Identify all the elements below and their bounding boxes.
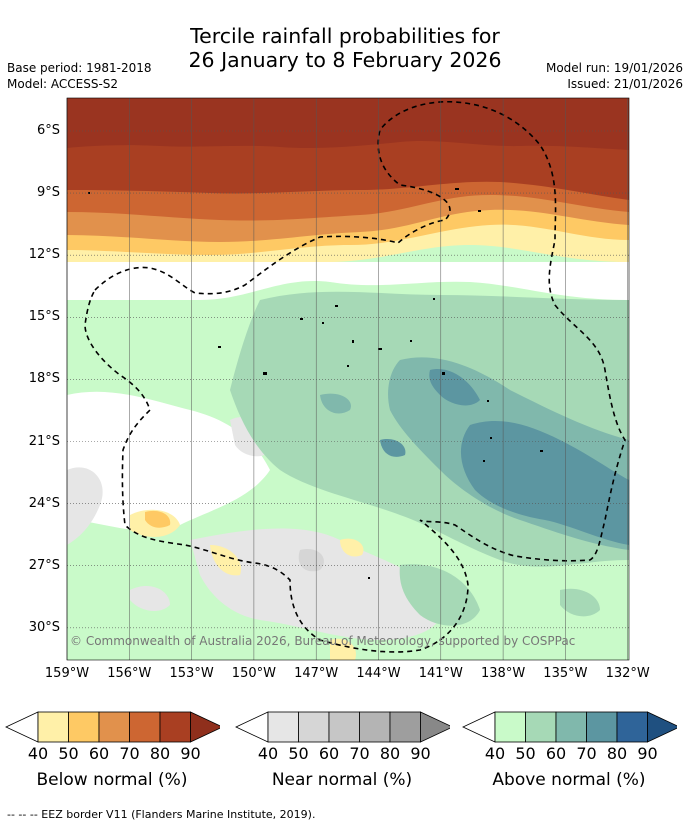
legend-below-normal: 40 50 60 70 80 90 Below normal (%)	[4, 710, 220, 800]
field-below-90	[67, 98, 629, 150]
lon-label: 156°W	[107, 666, 152, 681]
field-above-70-north	[429, 369, 480, 406]
legend-title: Below normal (%)	[36, 770, 188, 790]
legend-tick-label: 50	[58, 744, 79, 763]
legend-color-box	[328, 711, 360, 743]
lat-label: 15°S	[28, 309, 60, 325]
field-below-small-4	[340, 538, 364, 557]
legend-color-box	[267, 711, 299, 743]
lat-label: 18°S	[28, 371, 60, 387]
legend-tick-label: 70	[349, 744, 370, 763]
legend-color-box	[37, 711, 69, 743]
legend-tick-label: 70	[576, 744, 597, 763]
title-line-2: 26 January to 8 February 2026	[188, 48, 502, 72]
legend-tick-label: 80	[379, 744, 401, 763]
legend-tick-label: 40	[27, 744, 49, 763]
field-near-normal-5	[298, 549, 324, 572]
legend-tick-label: 80	[606, 744, 628, 763]
legend-low-extend	[5, 711, 39, 743]
legend-tick-label: 80	[149, 744, 171, 763]
field-below-small-3	[210, 545, 241, 576]
legend-near-normal: 40 50 60 70 80 90 Near normal (%)	[234, 710, 450, 800]
field-above-50-south	[399, 564, 480, 626]
base-period: Base period: 1981-2018	[7, 61, 152, 75]
lat-label: 24°S	[28, 495, 60, 511]
eez-border	[84, 100, 626, 653]
eez-border-note: -- -- -- EEZ border V11 (Flanders Marine…	[7, 808, 316, 821]
meta-left: Base period: 1981-2018 Model: ACCESS-S2	[7, 60, 152, 92]
legend-above-normal: 40 50 60 70 80 90 Above normal (%)	[461, 710, 677, 800]
legend-low-extend	[462, 711, 496, 743]
legend-tick-label: 50	[288, 744, 309, 763]
model-name: Model: ACCESS-S2	[7, 77, 119, 91]
legend-high-extend	[420, 711, 450, 743]
lon-label: 153°W	[169, 666, 214, 681]
legend-tick-label: 60	[318, 744, 340, 763]
legend-color-box	[525, 711, 557, 743]
legend-tick-label: 50	[515, 744, 536, 763]
legend-title: Above normal (%)	[492, 770, 646, 790]
legend-tick-label: 60	[88, 744, 110, 763]
map-grid	[66, 98, 629, 660]
legend-tick-label: 90	[180, 744, 201, 763]
map-frame	[66, 97, 630, 661]
lat-label: 21°S	[28, 433, 60, 449]
rainfall-probability-map	[66, 97, 630, 661]
lon-label: 144°W	[356, 666, 401, 681]
field-below-small-2	[145, 510, 171, 528]
field-white-west	[67, 391, 270, 531]
legend-color-box	[389, 711, 421, 743]
field-white-band	[67, 262, 629, 300]
lon-label: 147°W	[294, 666, 339, 681]
lon-label: 141°W	[418, 666, 463, 681]
legend-color-box	[298, 711, 330, 743]
legend-color-box	[616, 711, 648, 743]
lat-label: 9°S	[36, 185, 60, 201]
legend-ticks: 40 50 60 70 80 90	[234, 744, 450, 766]
copyright-notice: © Commonwealth of Australia 2026, Bureau…	[70, 634, 576, 648]
field-near-normal-1	[67, 467, 103, 545]
lon-label: 159°W	[44, 666, 90, 681]
field-above-70-small	[380, 439, 406, 457]
field-near-normal-4	[130, 585, 170, 612]
lon-label: 132°W	[605, 666, 650, 681]
legend-color-box	[68, 711, 100, 743]
legend-tick-label: 40	[257, 744, 279, 763]
lon-label: 138°W	[481, 666, 526, 681]
legend-color-box	[586, 711, 618, 743]
model-run: Model run: 19/01/2026	[545, 61, 683, 75]
legend-tick-label: 90	[410, 744, 431, 763]
legend-tick-label: 60	[545, 744, 567, 763]
legend-color-box	[555, 711, 587, 743]
legend-ticks: 40 50 60 70 80 90	[4, 744, 220, 766]
meta-right: Model run: 19/01/2026 Issued: 21/01/2026	[546, 60, 683, 92]
legend-ticks: 40 50 60 70 80 90	[461, 744, 677, 766]
legend-title: Near normal (%)	[271, 770, 413, 790]
lon-label: 135°W	[543, 666, 588, 681]
legend-color-box	[98, 711, 130, 743]
legend-color-box	[494, 711, 526, 743]
legend-low-extend	[235, 711, 269, 743]
lat-label: 12°S	[28, 247, 60, 263]
field-above-60-small	[320, 393, 351, 414]
legend-tick-label: 70	[119, 744, 140, 763]
lat-label: 6°S	[36, 123, 60, 138]
probability-fields	[67, 98, 629, 660]
lat-label: 30°S	[28, 619, 60, 635]
legend-high-extend	[190, 711, 220, 743]
legend-color-box	[159, 711, 191, 743]
issued-date: Issued: 21/01/2026	[567, 77, 683, 91]
legend-tick-label: 40	[484, 744, 506, 763]
lat-label: 27°S	[28, 557, 60, 573]
legend-high-extend	[647, 711, 677, 743]
map-title: Tercile rainfall probabilities for 26 Ja…	[0, 24, 690, 72]
legend-tick-label: 90	[637, 744, 658, 763]
title-line-1: Tercile rainfall probabilities for	[190, 24, 500, 48]
legend-color-box	[359, 711, 391, 743]
lon-label: 150°W	[231, 666, 276, 681]
field-above-50-se	[560, 588, 600, 617]
legend-color-box	[129, 711, 161, 743]
